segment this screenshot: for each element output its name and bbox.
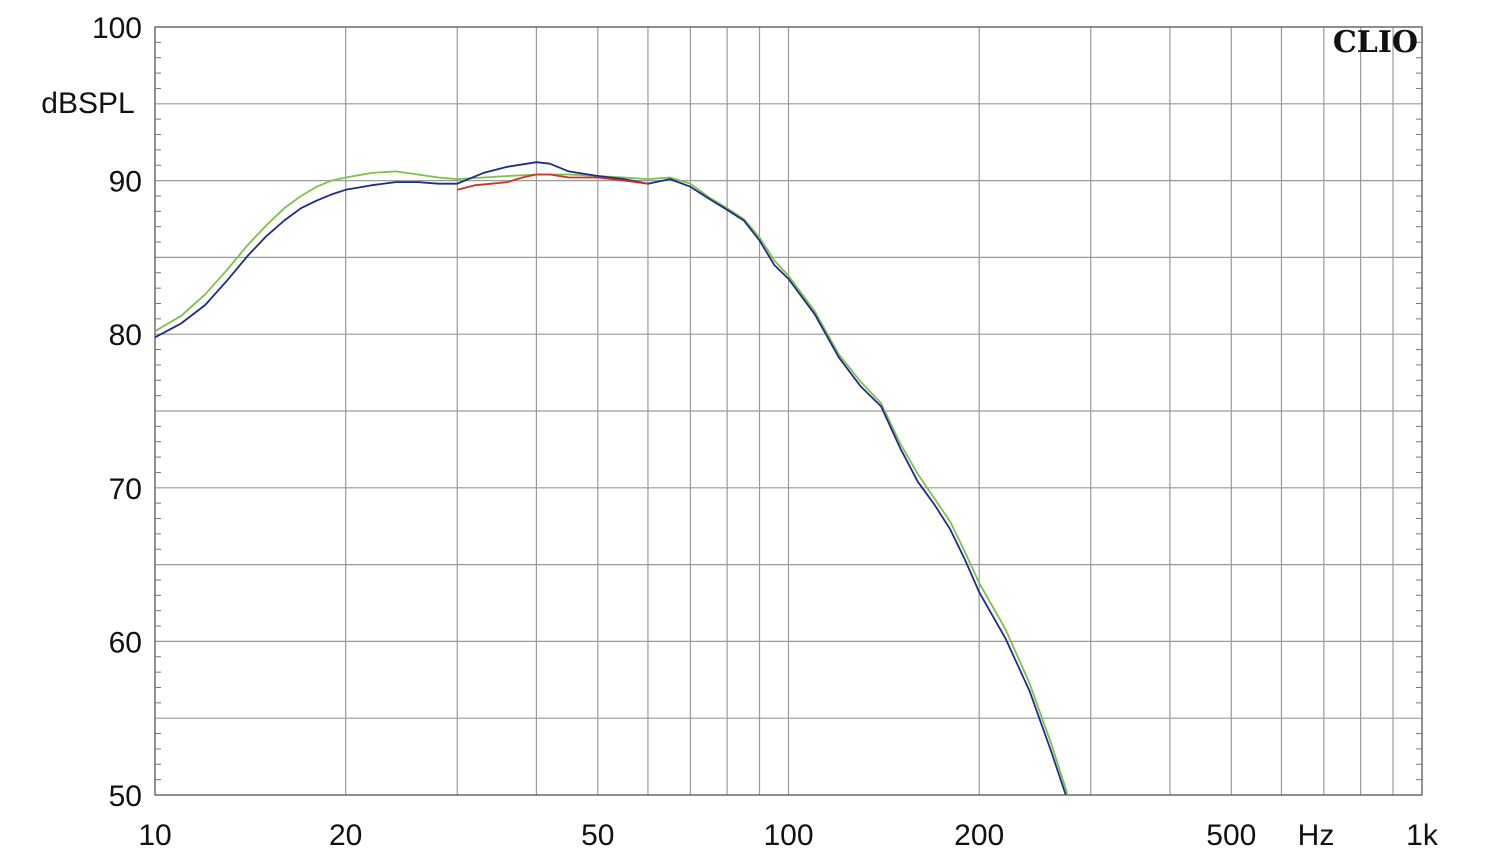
series-layer xyxy=(154,161,1069,796)
x-tick-label: 500 xyxy=(1206,819,1256,852)
y-tick-label: 60 xyxy=(109,626,142,659)
x-tick-label: 50 xyxy=(581,819,614,852)
series-line-1 xyxy=(154,170,1069,796)
x-tick-label: 1k xyxy=(1406,819,1439,852)
x-axis-unit-label: Hz xyxy=(1298,819,1335,852)
x-tick-label: 20 xyxy=(329,819,362,852)
y-tick-label: 50 xyxy=(109,780,142,813)
y-tick-label: 100 xyxy=(92,12,142,45)
gridlines xyxy=(154,26,1423,796)
series-line-3 xyxy=(457,173,649,191)
y-axis-tick-labels: 100 90 80 70 60 50 xyxy=(92,12,142,813)
x-axis-tick-labels: 10 20 50 100 200 500 1k xyxy=(138,819,1439,852)
y-tick-label: 90 xyxy=(109,166,142,199)
y-axis-unit-label: dBSPL xyxy=(41,87,134,120)
minor-ticks xyxy=(155,41,1422,781)
plot-frame xyxy=(154,26,1423,796)
y-tick-label: 70 xyxy=(109,473,142,506)
y-tick-label: 80 xyxy=(109,319,142,352)
x-tick-label: 200 xyxy=(954,819,1004,852)
clio-brand-label: CLIO xyxy=(1333,25,1418,60)
x-tick-label: 10 xyxy=(138,819,171,852)
x-tick-label: 100 xyxy=(763,819,813,852)
